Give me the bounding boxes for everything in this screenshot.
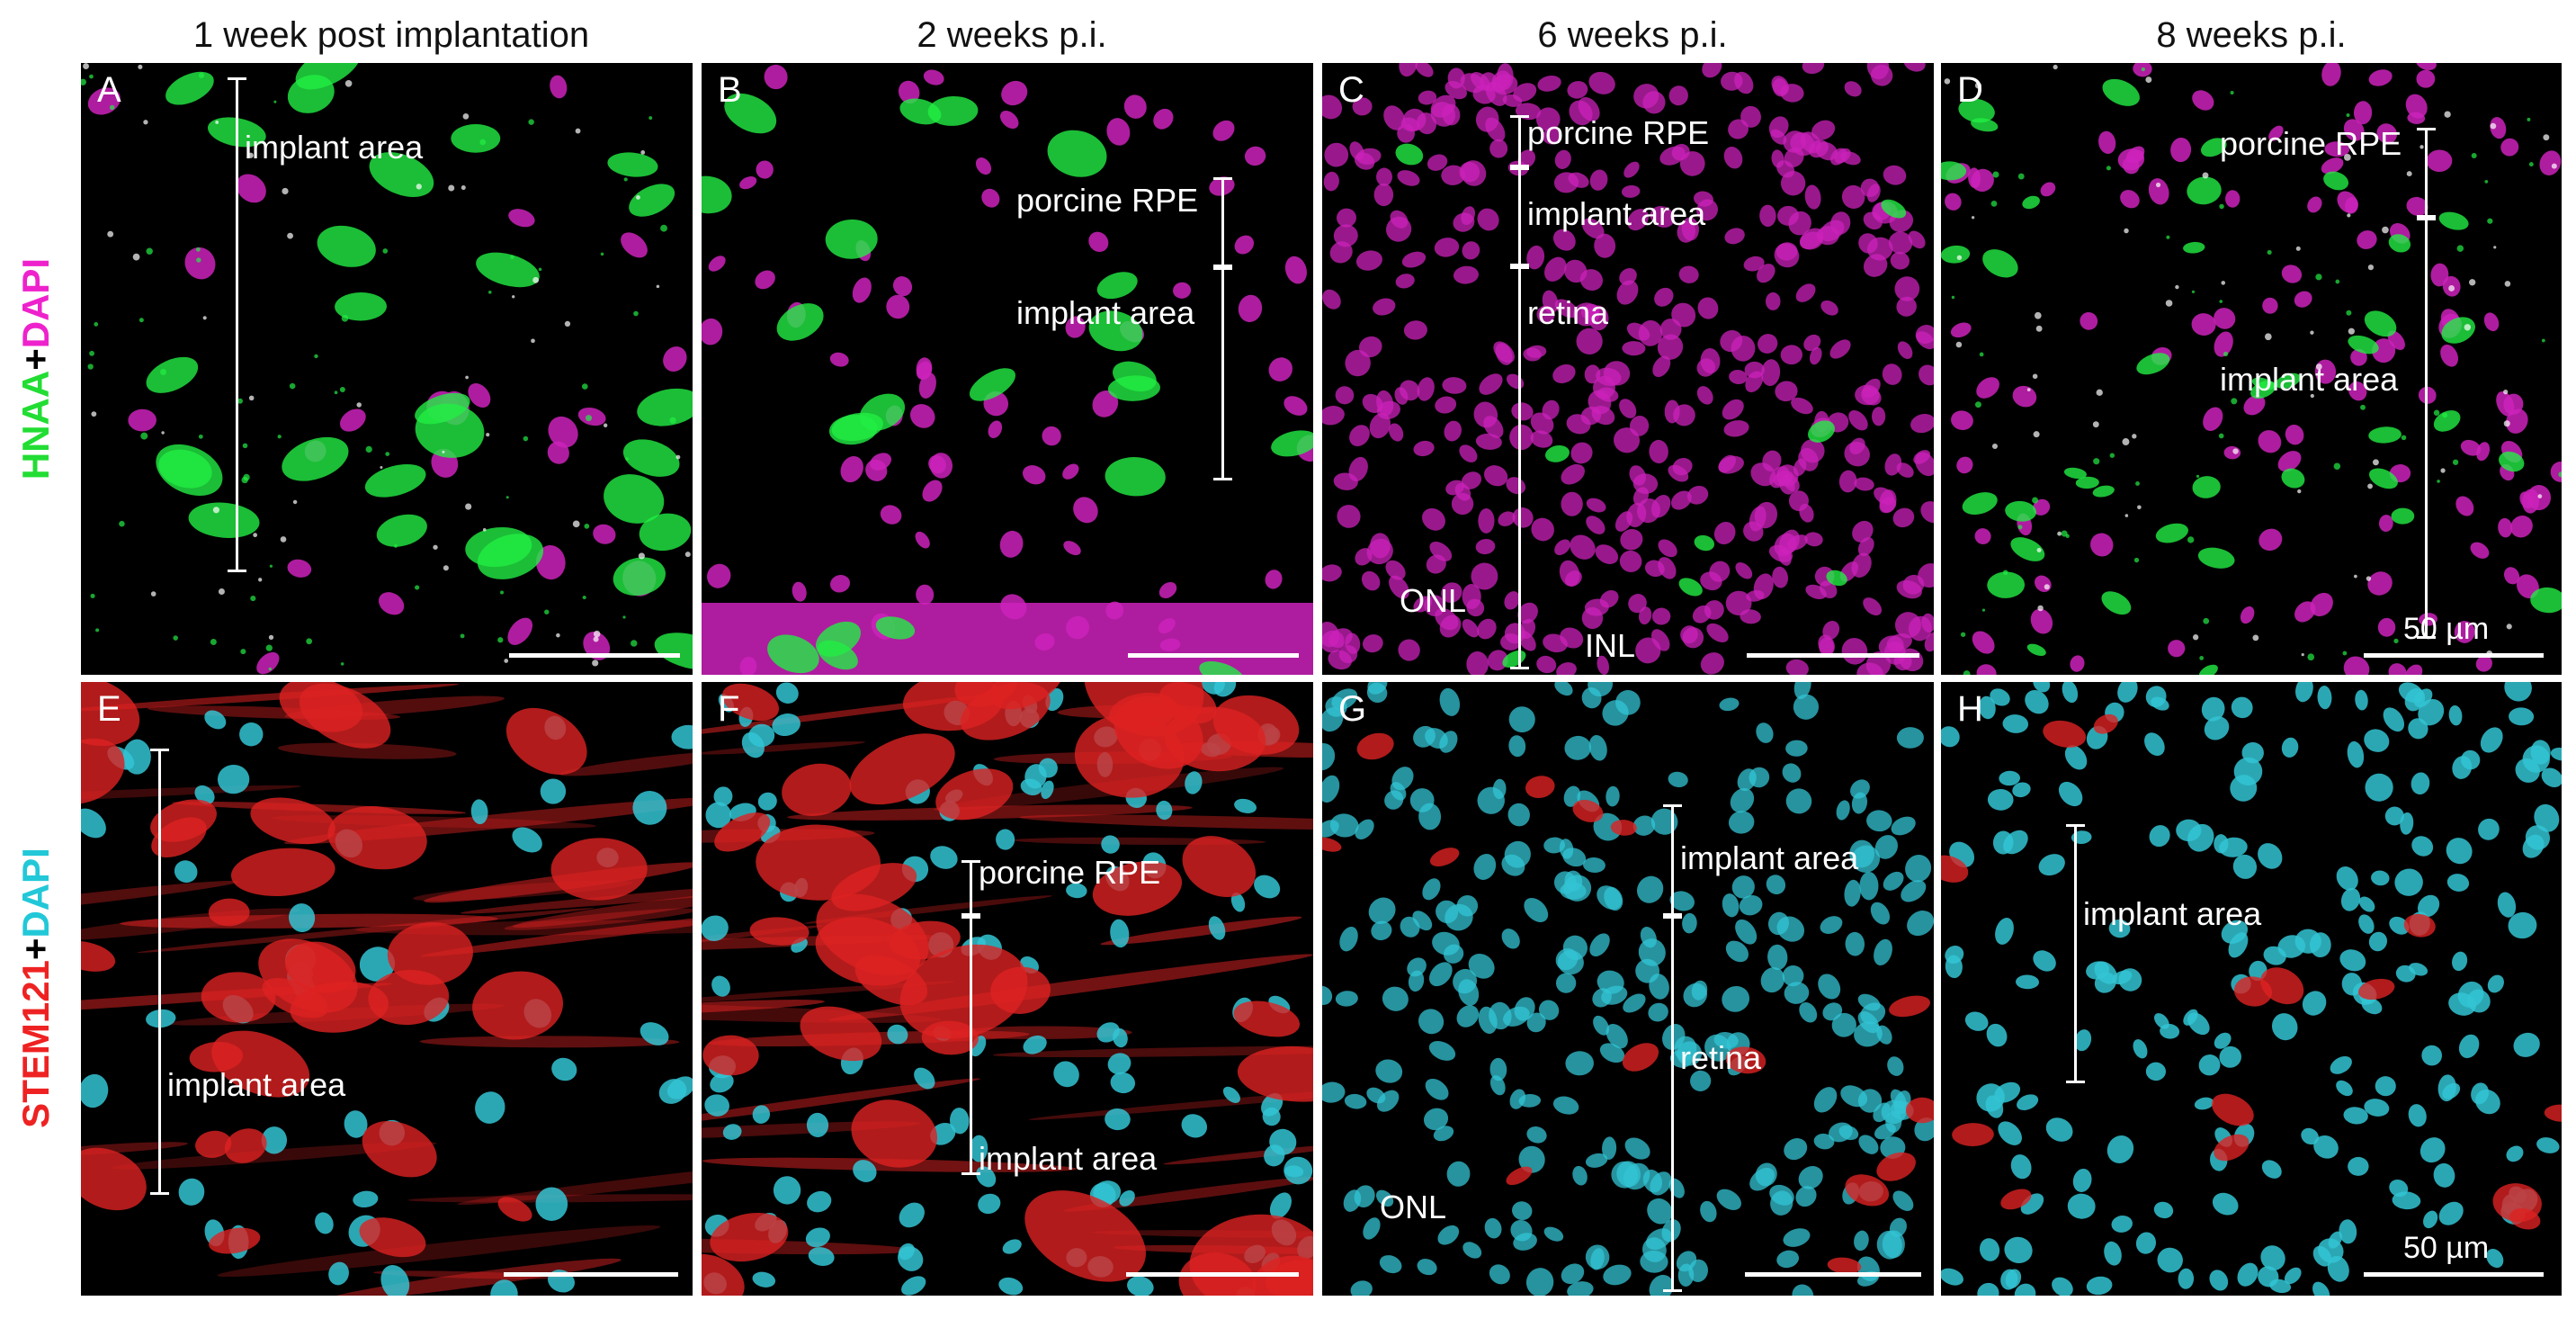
column-header-8-weeks: 8 weeks p.i.: [2156, 15, 2347, 55]
annotation-onl: ONL: [1380, 1189, 1447, 1225]
implant-area-bar: [1663, 804, 1682, 916]
panel-letter: A: [97, 70, 121, 110]
row-label-bottom: STEM121+DAPI: [0, 682, 72, 1294]
panel-letter: F: [718, 689, 740, 729]
annotation-implant-area: implant area: [979, 1140, 1158, 1177]
annotation-implant-area: implant area: [1016, 294, 1195, 331]
row-label-top: HNAA+DAPI: [0, 63, 72, 675]
annotation-porcine-rpe: porcine RPE: [2220, 125, 2402, 162]
panel-b: B porcine RPE implant area: [702, 63, 1313, 675]
panel-letter: G: [1338, 689, 1367, 729]
panel-g: G implant area retina ONL: [1322, 682, 1934, 1296]
panel-e: E implant area: [81, 682, 693, 1296]
annotation-implant-area: implant area: [245, 129, 424, 166]
plus-sign: +: [14, 938, 57, 961]
scale-bar: [1126, 1272, 1299, 1277]
panel-letter: D: [1957, 70, 1983, 110]
implant-area-bar: [2417, 218, 2436, 639]
annotation-porcine-rpe: porcine RPE: [979, 854, 1161, 891]
porcine-rpe-bar: [2417, 128, 2436, 218]
stem121-label: STEM121: [14, 960, 57, 1128]
scale-bar: [509, 653, 680, 658]
implant-area-bar: [228, 77, 246, 572]
panel-letter: C: [1338, 70, 1364, 110]
scale-bar: [2364, 653, 2544, 658]
scale-bar: [1745, 1272, 1921, 1277]
annotation-retina: retina: [1527, 294, 1609, 331]
annotation-implant-area: implant area: [167, 1066, 346, 1103]
micrograph-e: [81, 682, 693, 1296]
scale-bar: [1747, 653, 1919, 658]
panel-letter: H: [1957, 689, 1983, 729]
dapi-label: DAPI: [14, 848, 57, 938]
scale-label: 50 µm: [2403, 1231, 2490, 1265]
micrograph-h: [1941, 682, 2562, 1296]
scale-label: 50 µm: [2403, 612, 2490, 646]
panel-a: A implant area: [81, 63, 693, 675]
micrograph-g: [1322, 682, 1934, 1296]
annotation-implant-area: implant area: [2083, 895, 2262, 932]
annotation-implant-area: implant area: [2220, 361, 2399, 398]
implant-area-bar: [150, 749, 169, 1195]
annotation-onl: ONL: [1400, 582, 1467, 619]
scale-bar: [504, 1272, 678, 1277]
annotation-inl: INL: [1585, 627, 1636, 664]
hnaa-label: HNAA: [14, 370, 57, 480]
implant-area-bar: [2066, 824, 2085, 1083]
micrograph-a: [81, 63, 693, 675]
porcine-rpe-bar: [1510, 115, 1529, 167]
dapi-label: DAPI: [14, 257, 57, 349]
scale-bar: [1128, 653, 1299, 658]
panel-h: H implant area 50 µm: [1941, 682, 2562, 1296]
panel-letter: B: [718, 70, 742, 110]
panel-letter: E: [97, 689, 121, 729]
annotation-porcine-rpe: porcine RPE: [1016, 182, 1199, 219]
implant-area-bar: [962, 916, 980, 1175]
micrograph-c: [1322, 63, 1934, 675]
implant-area-bar: [1213, 267, 1232, 480]
plus-sign: +: [14, 348, 57, 371]
annotation-implant-area: implant area: [1680, 839, 1859, 876]
panel-c: C porcine RPE implant area retina ONL IN…: [1322, 63, 1934, 675]
retina-bar: [1663, 916, 1682, 1292]
panel-f: F porcine RPE implant area: [702, 682, 1313, 1296]
micrograph-d: [1941, 63, 2562, 675]
annotation-porcine-rpe: porcine RPE: [1527, 114, 1710, 151]
scale-bar: [2364, 1272, 2544, 1277]
annotation-implant-area: implant area: [1527, 195, 1706, 232]
micrograph-b: [702, 64, 1313, 675]
annotation-retina: retina: [1680, 1039, 1762, 1076]
porcine-rpe-bar: [962, 860, 980, 916]
panel-d: D porcine RPE implant area 50 µm: [1941, 63, 2562, 675]
micrograph-f: [702, 682, 1313, 1296]
column-header-2-weeks: 2 weeks p.i.: [917, 15, 1107, 55]
column-header-6-weeks: 6 weeks p.i.: [1537, 15, 1728, 55]
porcine-rpe-bar: [1213, 177, 1232, 267]
implant-area-bar: [1510, 167, 1529, 266]
column-header-1-week: 1 week post implantation: [192, 15, 590, 55]
retina-bar: [1510, 266, 1529, 669]
